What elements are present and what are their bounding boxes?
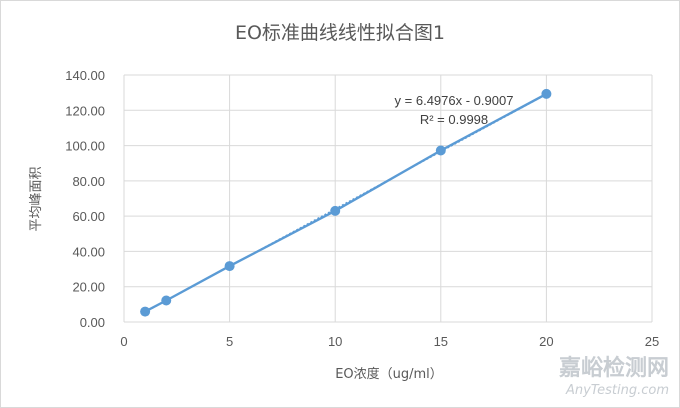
x-tick-label: 0 bbox=[120, 334, 127, 349]
x-tick-label: 15 bbox=[434, 334, 448, 349]
x-tick-label: 10 bbox=[328, 334, 342, 349]
y-tick-label: 120.00 bbox=[65, 103, 105, 118]
x-axis-ticks: 0 5 10 15 20 25 bbox=[120, 334, 659, 349]
y-tick-label: 20.00 bbox=[72, 280, 105, 295]
x-tick-label: 20 bbox=[539, 334, 553, 349]
linear-trendline bbox=[144, 93, 547, 313]
data-point bbox=[161, 295, 172, 306]
chart-title: EO标准曲线线性拟合图1 bbox=[235, 22, 445, 44]
data-point bbox=[541, 88, 552, 99]
y-axis-ticks: 0.00 20.00 40.00 60.00 80.00 100.00 120.00 140.… bbox=[65, 68, 105, 330]
y-tick-label: 80.00 bbox=[72, 174, 105, 189]
data-points bbox=[140, 88, 552, 317]
trendline-equation: y = 6.4976x - 0.9007 bbox=[395, 93, 514, 108]
y-tick-label: 100.00 bbox=[65, 139, 105, 154]
gridlines bbox=[123, 74, 653, 323]
y-axis-label: 平均峰面积 bbox=[29, 166, 44, 231]
watermark-url: AnyTesting.com bbox=[565, 383, 669, 398]
y-tick-label: 0.00 bbox=[80, 315, 105, 330]
data-point bbox=[435, 145, 446, 156]
watermark-text: 嘉峪检测网 bbox=[559, 355, 669, 381]
data-point bbox=[140, 306, 151, 317]
x-axis-label: EO浓度（ug/ml） bbox=[335, 366, 443, 382]
x-tick-label: 5 bbox=[226, 334, 233, 349]
data-point bbox=[330, 205, 341, 216]
x-tick-label: 25 bbox=[645, 334, 659, 349]
data-point bbox=[224, 261, 235, 272]
y-tick-label: 40.00 bbox=[72, 244, 105, 259]
y-tick-label: 140.00 bbox=[65, 68, 105, 83]
y-tick-label: 60.00 bbox=[72, 209, 105, 224]
r-squared-label: R² = 0.9998 bbox=[420, 112, 488, 127]
